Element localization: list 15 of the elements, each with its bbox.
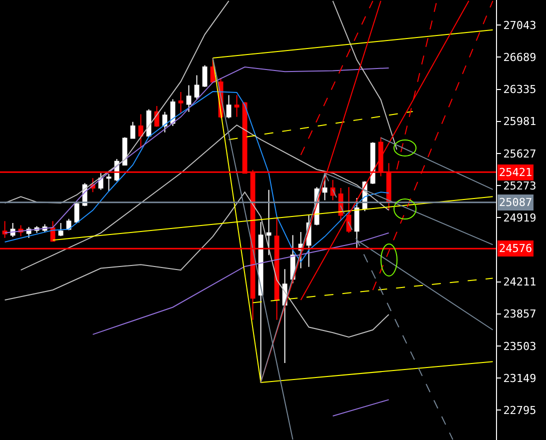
y-tick-label: 26335: [503, 83, 536, 96]
ref-line-label: 25087: [499, 196, 532, 209]
y-tick-label: 23857: [503, 308, 536, 321]
ref-line-label: 25421: [499, 166, 532, 179]
y-tick-label: 25273: [503, 179, 536, 192]
y-tick-label: 23503: [503, 340, 536, 353]
ref-line-label: 24576: [499, 242, 532, 255]
y-tick-label: 25981: [503, 115, 536, 128]
y-tick-label: 27043: [503, 18, 536, 32]
y-tick-label: 25627: [503, 147, 536, 160]
y-tick-label: 23149: [503, 372, 536, 385]
y-tick-label: 24919: [503, 211, 536, 224]
y-tick-label: 22795: [503, 404, 536, 417]
y-tick-label: 26689: [503, 51, 536, 64]
y-tick-label: 24211: [503, 276, 536, 289]
